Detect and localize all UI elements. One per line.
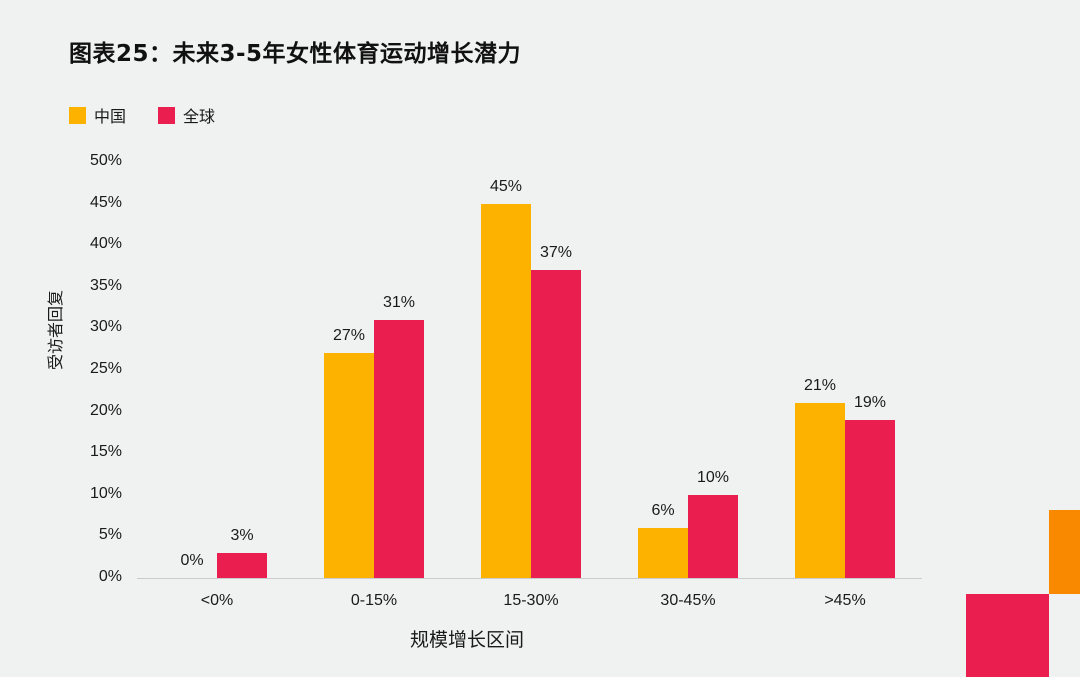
x-axis-line	[137, 578, 922, 579]
y-tick-label: 30%	[89, 318, 122, 336]
bar-china	[795, 403, 845, 578]
legend-label-global: 全球	[183, 107, 216, 126]
y-tick-label: 35%	[89, 276, 122, 294]
y-tick-label: 0%	[98, 568, 122, 585]
x-tick-label: 0-15%	[350, 592, 398, 609]
value-label: 27%	[332, 327, 366, 345]
legend-label-china: 中国	[94, 107, 127, 126]
value-label: 3%	[230, 527, 254, 545]
x-tick-label: >45%	[824, 592, 866, 609]
y-tick-label: 50%	[89, 152, 122, 169]
legend-swatch-china	[69, 106, 86, 124]
x-tick-label: <0%	[200, 592, 234, 609]
bar-china	[638, 528, 688, 578]
bar-global	[845, 419, 895, 578]
y-tick-label: 10%	[89, 484, 122, 502]
legend-item-china: 中国	[69, 103, 126, 127]
bar-china	[481, 203, 531, 578]
decor-red-square	[966, 594, 1049, 677]
bar-global	[374, 320, 424, 578]
value-label: 21%	[803, 377, 837, 395]
value-label: 31%	[382, 294, 416, 312]
y-tick-label: 15%	[89, 443, 122, 461]
legend-item-global: 全球	[158, 103, 215, 127]
value-label: 6%	[651, 502, 675, 520]
legend-swatch-global	[158, 106, 176, 124]
y-tick-label: 5%	[98, 526, 122, 544]
value-label: 19%	[853, 393, 887, 411]
y-tick-label: 45%	[89, 193, 122, 211]
bar-global	[531, 270, 581, 578]
y-tick-label: 20%	[89, 401, 122, 419]
bar-global	[217, 553, 267, 578]
chart-title: 图表25：未来3-5年女性体育运动增长潜力	[69, 41, 522, 67]
decor-orange-square	[1049, 510, 1080, 594]
x-tick-label: 30-45%	[660, 592, 716, 609]
bar-china	[324, 353, 374, 578]
y-tick-label: 40%	[89, 235, 122, 253]
legend: 中国 全球	[69, 103, 247, 127]
x-tick-label: 15-30%	[503, 592, 559, 609]
value-label: 37%	[539, 244, 573, 262]
x-axis-label: 规模增长区间	[410, 629, 525, 651]
bar-global	[688, 494, 738, 578]
value-label: 0%	[180, 552, 204, 569]
value-label: 45%	[489, 177, 523, 195]
value-label: 10%	[696, 468, 730, 486]
y-tick-label: 25%	[89, 360, 122, 377]
